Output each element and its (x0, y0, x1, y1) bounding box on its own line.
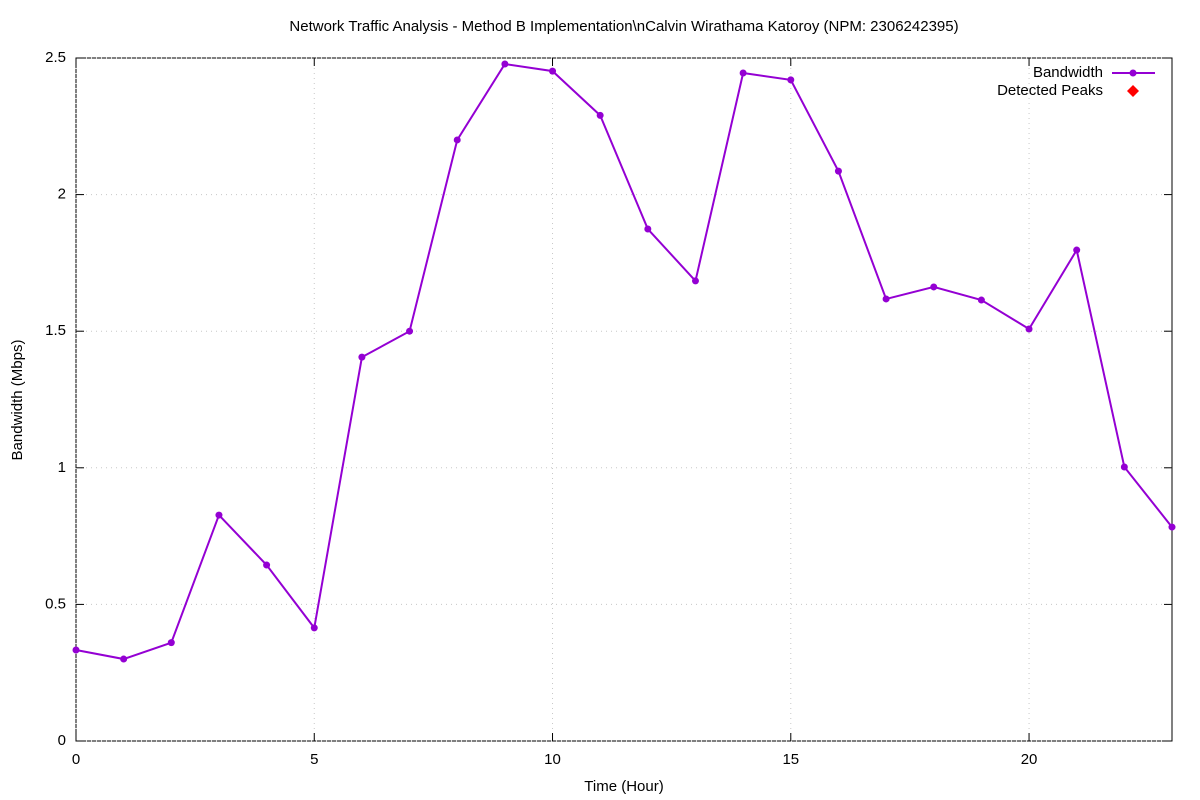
data-point (501, 60, 509, 68)
data-point (596, 111, 604, 119)
x-tick-label: 10 (544, 751, 561, 768)
data-point (120, 655, 128, 663)
legend-marker (1127, 85, 1139, 97)
legend-marker (1129, 69, 1137, 77)
data-point (72, 646, 80, 654)
data-point (406, 327, 414, 335)
data-point (930, 283, 938, 291)
x-tick-label: 0 (72, 751, 80, 768)
x-tick-label: 20 (1021, 751, 1038, 768)
y-tick-label: 2 (58, 186, 66, 203)
data-point (167, 639, 175, 647)
data-point (977, 296, 985, 304)
y-tick-label: 2.5 (45, 49, 66, 66)
series-line (75, 62, 1173, 661)
x-tick-label: 5 (310, 751, 318, 768)
data-point (882, 295, 890, 303)
data-point (549, 67, 557, 75)
data-point (1073, 246, 1081, 254)
data-point (1168, 523, 1176, 531)
data-point (215, 511, 223, 519)
data-point (691, 277, 699, 285)
y-tick-label: 1 (58, 459, 66, 476)
data-point (1120, 463, 1128, 471)
data-point (739, 69, 747, 77)
data-point (787, 76, 795, 84)
data-point (263, 561, 271, 569)
legend-label: Detected Peaks (997, 82, 1103, 99)
plot-frame (75, 57, 1173, 742)
y-tick-label: 0.5 (45, 595, 66, 612)
y-tick-label: 0 (58, 732, 66, 749)
data-point (358, 353, 366, 361)
legend-label: Bandwidth (1033, 64, 1103, 81)
x-tick-label: 15 (782, 751, 799, 768)
data-point (310, 624, 318, 632)
data-point (834, 167, 842, 175)
data-point (1025, 325, 1033, 333)
data-point (453, 136, 461, 144)
y-tick-label: 1.5 (45, 322, 66, 339)
data-point (644, 225, 652, 233)
chart-title: Network Traffic Analysis - Method B Impl… (289, 18, 958, 35)
y-axis-label: Bandwidth (Mbps) (9, 340, 26, 461)
x-axis-label: Time (Hour) (584, 778, 663, 795)
